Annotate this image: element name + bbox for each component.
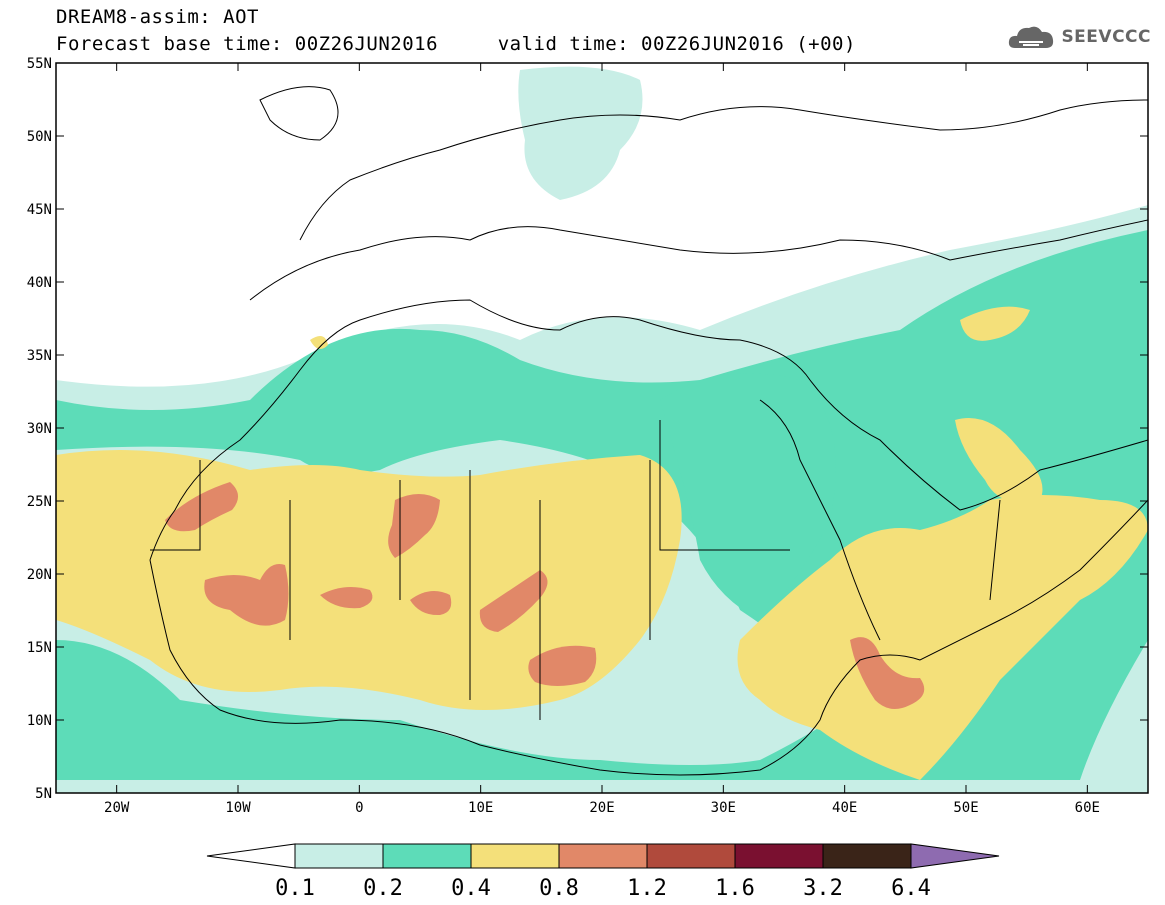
lat-label: 30N: [27, 421, 52, 437]
lon-label: 30E: [711, 800, 736, 816]
seevccc-logo: SEEVCCC: [1007, 22, 1151, 52]
lat-label: 15N: [27, 640, 52, 656]
lat-label: 50N: [27, 129, 52, 145]
colorbar-segment: [558, 843, 648, 869]
lon-label: 0: [355, 800, 363, 816]
aot-contour-0.8-b: [204, 564, 289, 626]
map-title: DREAM8-assim: AOT: [56, 6, 259, 28]
latitude-axis: 55N 50N 45N 40N 35N 30N 25N 20N 15N 10N 5N: [27, 56, 1148, 802]
colorbar-label: 1.6: [715, 876, 755, 901]
aot-contour-0.8-d: [320, 586, 373, 609]
colorbar-label: 0.8: [539, 876, 579, 901]
aot-contour-0.4-east: [737, 495, 1148, 780]
forecast-time-line: Forecast base time: 00Z26JUN2016 valid t…: [56, 33, 856, 55]
lon-label: 10W: [225, 800, 251, 816]
coastlines: [149, 86, 1148, 776]
colorbar-label: 1.2: [627, 876, 667, 901]
colorbar-segment: [734, 843, 824, 869]
colorbar-segment: [822, 843, 912, 869]
lat-label: 5N: [35, 786, 52, 802]
aot-contour-0.4-morocco: [310, 336, 328, 349]
colorbar-segment: [646, 843, 736, 869]
colorbar-over-arrow: [910, 843, 1000, 869]
lon-label: 10E: [468, 800, 493, 816]
lat-label: 40N: [27, 275, 52, 291]
aot-contour-0.8-c: [388, 494, 440, 558]
aot-contour-0.8-f: [479, 570, 548, 632]
colorbar-label: 6.4: [891, 876, 931, 901]
cloud-icon: [1009, 26, 1054, 48]
aot-contour-0.2-east: [660, 373, 836, 620]
logo-text: SEEVCCC: [1061, 27, 1151, 47]
lon-label: 20E: [589, 800, 614, 816]
lat-label: 25N: [27, 494, 52, 510]
colorbar-segment: [294, 843, 384, 869]
aot-field: [56, 63, 1148, 793]
aot-contour-0.4-caspian: [960, 306, 1030, 341]
aot-contour-0.4-gulf: [955, 418, 1043, 503]
aot-contour-0.1-north: [518, 66, 643, 201]
lat-label: 55N: [27, 56, 52, 72]
colorbar-label: 0.1: [275, 876, 315, 901]
lat-label: 20N: [27, 567, 52, 583]
colorbar-segment: [382, 843, 472, 869]
lon-label: 40E: [832, 800, 857, 816]
colorbar-segment: [470, 843, 560, 869]
lat-label: 10N: [27, 713, 52, 729]
lon-label: 50E: [953, 800, 978, 816]
colorbar-under-arrow: [206, 843, 296, 869]
aot-contour-0.8-e: [410, 591, 452, 616]
lon-label: 20W: [104, 800, 130, 816]
colorbar-label: 0.4: [451, 876, 491, 901]
lon-label: 60E: [1075, 800, 1100, 816]
aot-contour-0.8-g: [528, 645, 597, 686]
colorbar-label: 0.2: [363, 876, 403, 901]
colorbar: 0.1 0.2 0.4 0.8 1.2 1.6 3.2 6.4: [206, 843, 1000, 901]
lat-label: 45N: [27, 202, 52, 218]
lat-label: 35N: [27, 348, 52, 364]
colorbar-label: 3.2: [803, 876, 843, 901]
aot-contour-0.8-h: [850, 637, 925, 709]
aot-contour-0.8-a: [165, 482, 239, 532]
longitude-axis: 20W 10W 0 10E 20E 30E 40E 50E 60E: [104, 63, 1100, 816]
